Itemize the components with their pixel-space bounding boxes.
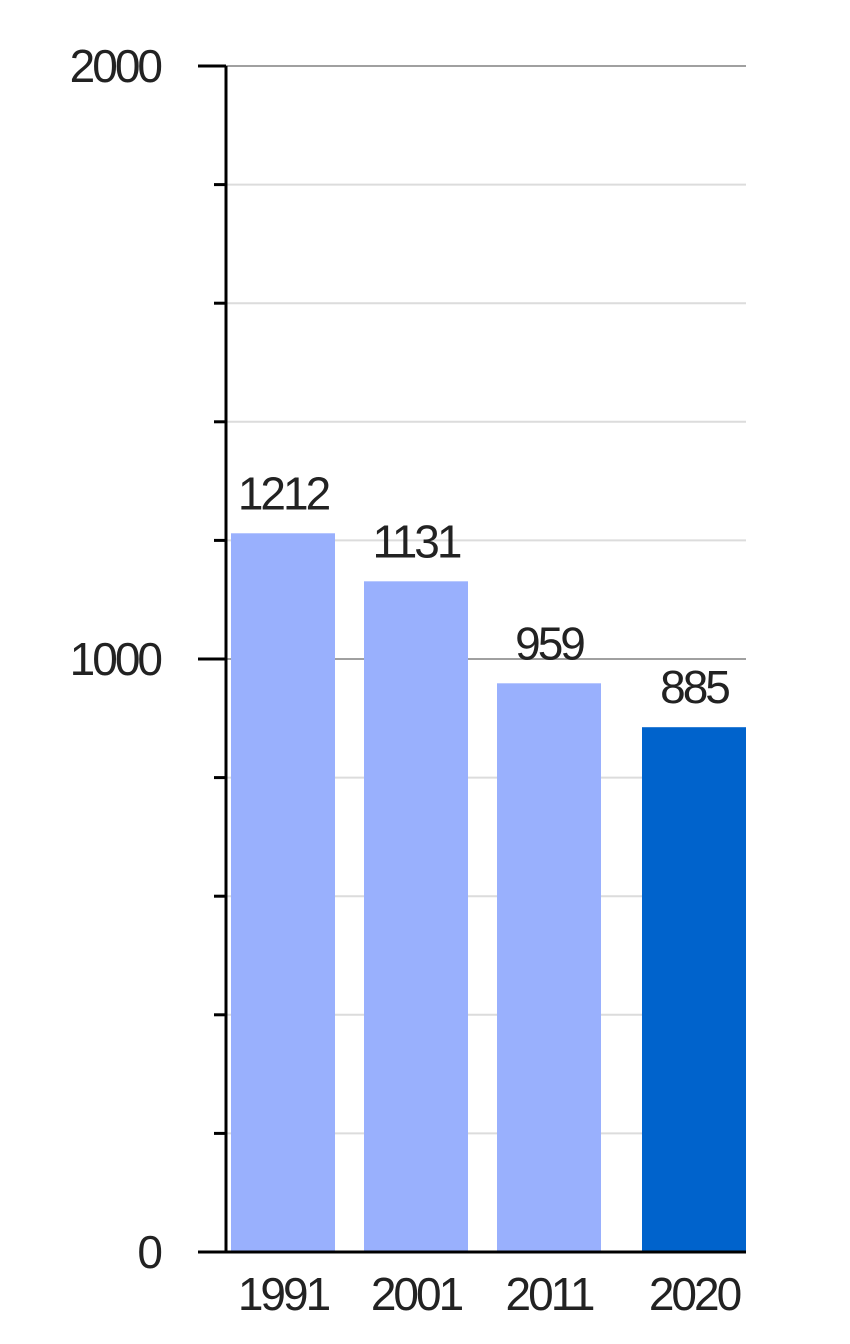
x-tick-label-2011: 2011	[506, 1268, 594, 1320]
bars	[231, 533, 746, 1252]
bar-2001	[364, 581, 468, 1252]
bar-1991	[231, 533, 335, 1252]
y-tick-label: 2000	[70, 40, 162, 92]
y-tick-label: 1000	[70, 633, 162, 685]
data-label-1991: 1212	[238, 467, 330, 519]
bar-2020	[642, 727, 746, 1252]
x-tick-label-1991: 1991	[238, 1268, 330, 1320]
x-axis-labels: 1991 2001 2011 2020	[238, 1268, 744, 1320]
data-labels: 1212 1131 959 885	[238, 467, 732, 713]
y-axis-ticks: 0 1000 2000	[70, 40, 226, 1278]
y-tick-label: 0	[137, 1226, 161, 1278]
bar-2011	[497, 683, 601, 1252]
x-tick-label-2020: 2020	[649, 1268, 741, 1320]
data-label-2011: 959	[515, 617, 584, 669]
x-tick-label-2001: 2001	[371, 1268, 463, 1320]
data-label-2001: 1131	[373, 515, 461, 567]
data-label-2020: 885	[660, 661, 729, 713]
